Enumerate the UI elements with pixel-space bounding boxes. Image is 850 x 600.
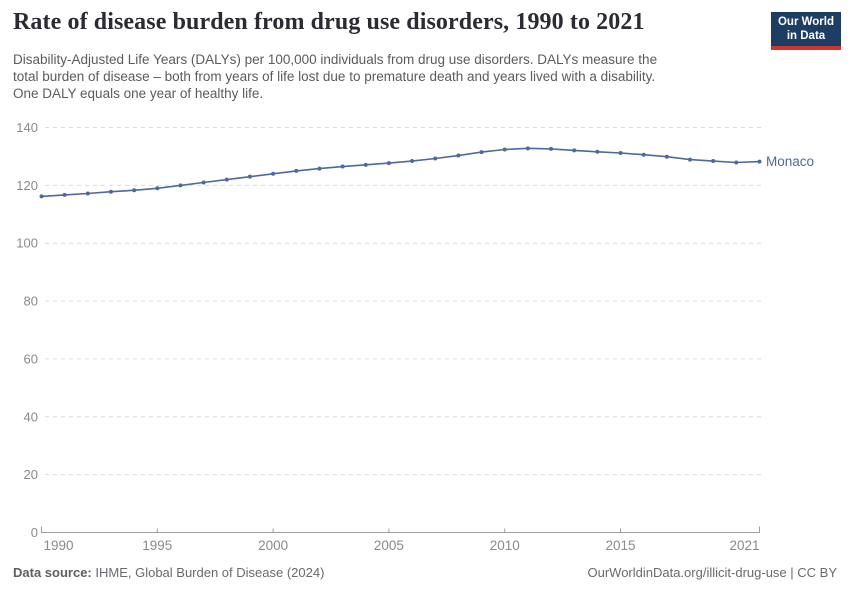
data-point-monaco-2005[interactable]: [386, 161, 391, 166]
y-tick-label-100: 100: [16, 236, 38, 251]
owid-logo-line2: in Data: [786, 30, 826, 42]
data-point-monaco-2007[interactable]: [433, 156, 438, 161]
data-point-monaco-1996[interactable]: [178, 183, 183, 188]
data-point-monaco-2006[interactable]: [410, 159, 415, 164]
data-point-monaco-2011[interactable]: [525, 146, 530, 151]
data-point-monaco-1994[interactable]: [132, 188, 137, 193]
data-point-monaco-2008[interactable]: [456, 153, 461, 158]
x-tick-label-1995: 1995: [142, 538, 172, 553]
data-point-monaco-2003[interactable]: [340, 164, 345, 169]
data-point-monaco-2010[interactable]: [502, 147, 507, 152]
data-point-monaco-2019[interactable]: [711, 159, 716, 164]
data-point-monaco-2004[interactable]: [363, 162, 368, 167]
data-point-monaco-2017[interactable]: [664, 154, 669, 159]
x-axis-line: [41, 526, 760, 533]
x-tick-label-2005: 2005: [374, 538, 404, 553]
chart-footer: Data source: IHME, Global Burden of Dise…: [13, 565, 837, 580]
subtitle-line-3: One DALY equals one year of healthy life…: [13, 86, 264, 101]
data-point-monaco-1998[interactable]: [224, 177, 229, 182]
data-point-monaco-2016[interactable]: [641, 152, 646, 157]
data-point-monaco-1997[interactable]: [201, 180, 206, 185]
data-point-monaco-2002[interactable]: [317, 166, 322, 171]
y-tick-label-20: 20: [24, 467, 38, 482]
data-source-label: Data source:: [13, 565, 92, 580]
subtitle-line-1: Disability-Adjusted Life Years (DALYs) p…: [13, 52, 658, 67]
footer-license-text: CC BY: [797, 565, 837, 580]
data-source-note: Data source: IHME, Global Burden of Dise…: [13, 565, 324, 580]
data-point-monaco-2013[interactable]: [572, 148, 577, 153]
y-tick-label-40: 40: [24, 409, 38, 424]
data-point-monaco-2001[interactable]: [294, 168, 299, 173]
x-tick-label-1990: 1990: [43, 538, 73, 553]
x-tick-label-2021: 2021: [729, 538, 759, 553]
data-point-monaco-2020[interactable]: [734, 160, 739, 165]
y-tick-label-0: 0: [31, 525, 38, 540]
owid-logo-line1: Our World: [777, 16, 834, 28]
x-tick-label-2000: 2000: [258, 538, 288, 553]
data-point-monaco-1991[interactable]: [62, 192, 67, 197]
data-point-monaco-1999[interactable]: [247, 174, 252, 179]
data-point-monaco-1992[interactable]: [85, 191, 90, 196]
y-tick-label-60: 60: [24, 351, 38, 366]
data-point-monaco-2000[interactable]: [271, 171, 276, 176]
chart-subtitle: Disability-Adjusted Life Years (DALYs) p…: [13, 51, 763, 102]
data-point-monaco-2009[interactable]: [479, 150, 484, 155]
chart-title: Rate of disease burden from drug use dis…: [13, 9, 645, 35]
series-line-monaco[interactable]: [41, 147, 760, 198]
footer-separator: |: [786, 565, 798, 580]
x-tick-label-2010: 2010: [490, 538, 520, 553]
data-point-monaco-2015[interactable]: [618, 150, 623, 155]
data-point-monaco-1993[interactable]: [108, 189, 113, 194]
footer-url: OurWorldinData.org/illicit-drug-use: [587, 565, 787, 580]
y-tick-label-80: 80: [24, 294, 38, 309]
data-point-monaco-1995[interactable]: [155, 186, 160, 191]
data-point-monaco-2012[interactable]: [549, 146, 554, 151]
x-tick-label-2015: 2015: [606, 538, 636, 553]
series-label-monaco[interactable]: Monaco: [766, 154, 814, 169]
owid-logo: Our World in Data: [771, 12, 841, 50]
data-source-text: IHME, Global Burden of Disease (2024): [91, 565, 325, 580]
footer-license: OurWorldinData.org/illicit-drug-use | CC…: [587, 565, 837, 580]
y-tick-label-140: 140: [16, 120, 38, 135]
y-tick-label-120: 120: [16, 178, 38, 193]
data-point-monaco-2014[interactable]: [595, 149, 600, 154]
data-point-monaco-2018[interactable]: [688, 157, 693, 162]
data-point-monaco-1990[interactable]: [39, 194, 44, 199]
data-point-monaco-2021[interactable]: [757, 159, 762, 164]
subtitle-line-2: total burden of disease – both from year…: [13, 69, 656, 84]
